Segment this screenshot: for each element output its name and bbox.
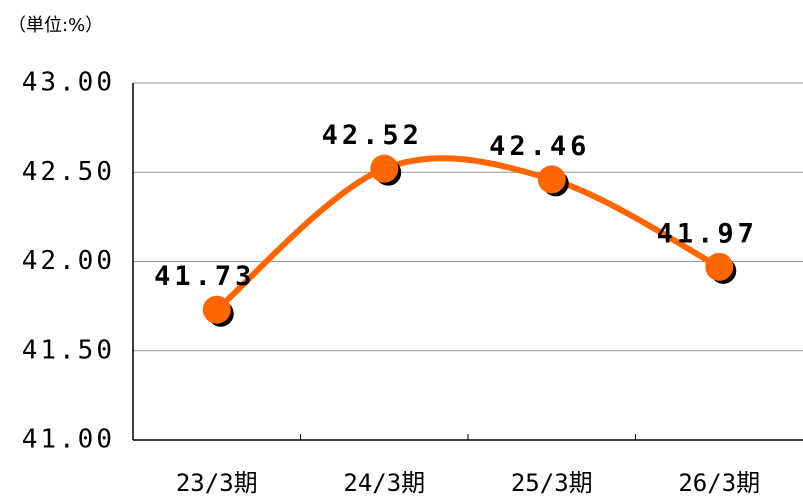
x-tick-label: 23/3期 [176, 469, 258, 497]
y-tick-label: 41.00 [22, 425, 115, 455]
unit-label: （単位:%） [8, 15, 103, 36]
y-tick-label: 42.00 [22, 246, 115, 276]
x-tick-label: 25/3期 [511, 469, 593, 497]
line [214, 155, 721, 312]
data-label: 42.46 [489, 131, 590, 162]
y-tick-label: 42.50 [22, 157, 115, 187]
data-label: 42.52 [322, 120, 423, 151]
marker [370, 154, 399, 183]
marker [537, 165, 566, 194]
marker [202, 295, 231, 324]
data-label: 41.97 [657, 218, 758, 249]
y-tick-label: 43.00 [22, 68, 115, 98]
data-label: 41.73 [154, 261, 255, 292]
marker [705, 252, 734, 281]
y-tick-label: 41.50 [22, 335, 115, 365]
x-tick-label: 24/3期 [343, 469, 425, 497]
x-tick-label: 26/3期 [678, 469, 760, 497]
